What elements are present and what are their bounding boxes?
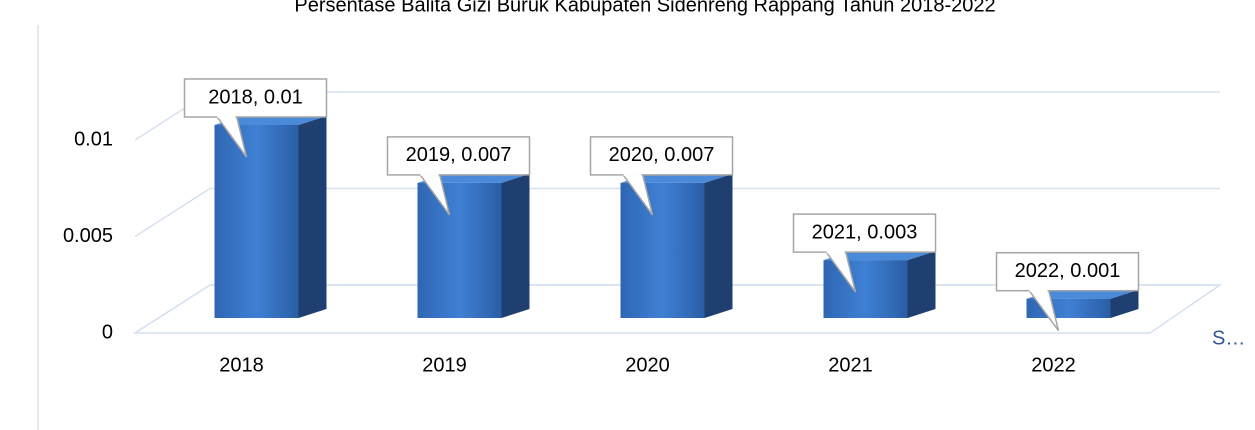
data-label-box: [589, 136, 734, 176]
data-label: 2022, 0.001: [1015, 260, 1121, 282]
data-label: 2021, 0.003: [812, 221, 918, 243]
data-label-box: [995, 251, 1140, 292]
callout-join: [420, 172, 439, 176]
bar-side: [298, 116, 327, 318]
bar: [417, 182, 502, 318]
callout-join: [826, 250, 845, 254]
y-tick-label: 0.01: [74, 128, 113, 150]
callout-join: [217, 115, 236, 118]
bar-top: [823, 251, 936, 261]
bar: [214, 125, 299, 318]
bar-top: [417, 173, 530, 183]
data-label-box: [792, 213, 937, 253]
y-tick-label: 0.005: [63, 225, 113, 247]
bar-side: [907, 251, 936, 318]
x-tick-label: 2020: [625, 354, 670, 376]
x-tick-label: 2019: [422, 354, 467, 376]
x-tick-label: 2021: [828, 354, 873, 376]
bar-side: [1110, 289, 1139, 318]
callout-join: [1029, 288, 1048, 292]
callout-join: [623, 172, 642, 176]
bar-top: [620, 173, 733, 183]
data-label-box: [183, 78, 328, 118]
data-label: 2019, 0.007: [406, 144, 512, 166]
bar-top: [214, 116, 327, 125]
bar-top: [1026, 289, 1139, 299]
data-label: 2018, 0.01: [208, 86, 303, 108]
bar-side: [501, 173, 530, 318]
grid-line: [134, 187, 1220, 238]
data-label-box: [386, 136, 531, 176]
data-label: 2020, 0.007: [609, 144, 715, 166]
y-tick-label: 0: [102, 321, 113, 343]
x-tick-label: 2022: [1031, 354, 1076, 376]
bar: [823, 260, 908, 318]
bar: [620, 182, 705, 318]
legend-entry: S…: [1212, 327, 1245, 349]
x-tick-label: 2018: [219, 354, 264, 376]
bar-side: [704, 173, 733, 318]
chart-title: Persentase Balita Gizi Buruk Kabupaten S…: [294, 0, 995, 16]
